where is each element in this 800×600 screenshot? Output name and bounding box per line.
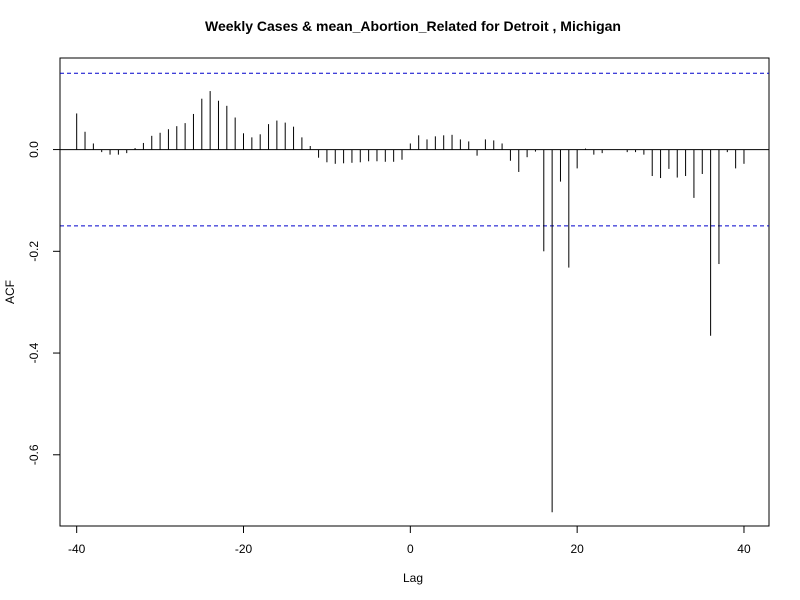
x-axis-label: Lag [403, 571, 423, 585]
x-tick-label: 40 [737, 542, 751, 556]
y-tick-label: -0.4 [27, 342, 41, 363]
y-axis: -0.6 -0.4 -0.2 0.0 [27, 141, 61, 465]
acf-stems [76, 91, 745, 513]
chart-title: Weekly Cases & mean_Abortion_Related for… [205, 18, 621, 34]
y-axis-label: ACF [3, 280, 17, 304]
y-tick-label: 0.0 [27, 141, 41, 158]
x-axis: -40 -20 0 20 40 [68, 525, 751, 556]
y-tick-label: -0.2 [27, 241, 41, 262]
x-tick-label: 20 [570, 542, 584, 556]
x-tick-label: 0 [407, 542, 414, 556]
x-tick-label: -40 [68, 542, 86, 556]
plot-frame [59, 57, 770, 527]
y-tick-label: -0.6 [27, 444, 41, 465]
x-tick-label: -20 [235, 542, 253, 556]
